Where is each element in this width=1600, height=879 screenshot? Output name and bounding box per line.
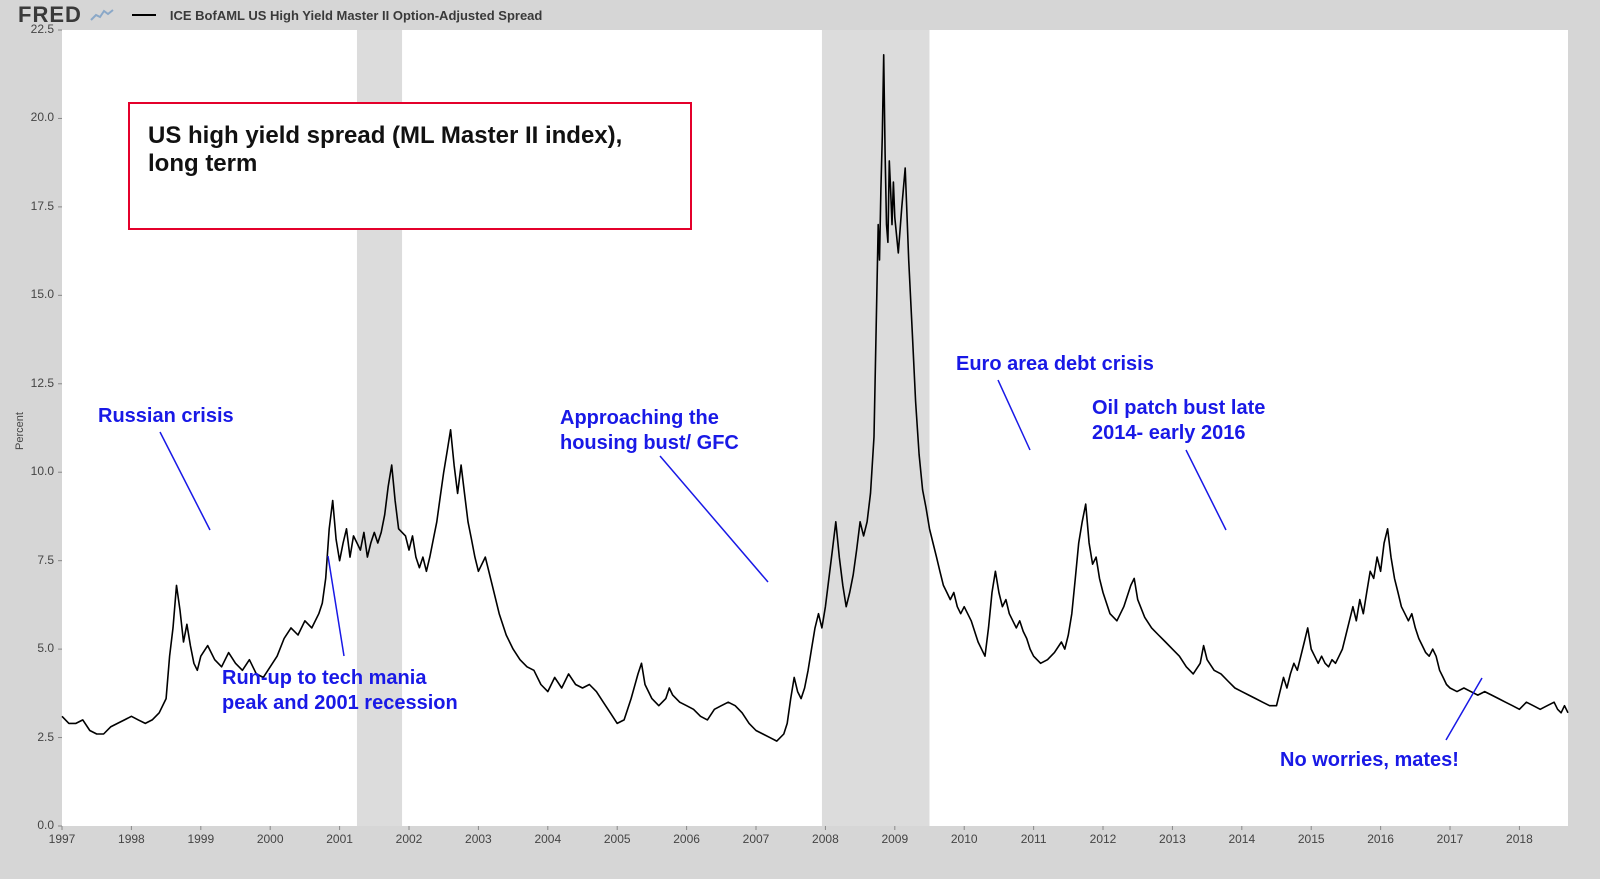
annotation-tech-mania: Run-up to tech maniapeak and 2001 recess… [222, 666, 458, 716]
y-tick-label: 5.0 [14, 641, 54, 655]
x-tick-label: 1998 [118, 832, 145, 846]
x-tick-label: 2006 [673, 832, 700, 846]
x-tick-label: 2003 [465, 832, 492, 846]
x-tick-label: 2012 [1090, 832, 1117, 846]
annotation-oil-bust: Oil patch bust late2014- early 2016 [1092, 396, 1265, 446]
x-tick-label: 1999 [187, 832, 214, 846]
y-axis-label: Percent [14, 412, 26, 450]
x-tick-label: 2004 [534, 832, 561, 846]
x-tick-label: 1997 [49, 832, 76, 846]
y-tick-label: 15.0 [14, 287, 54, 301]
x-tick-label: 2013 [1159, 832, 1186, 846]
title-callout-text: US high yield spread (ML Master II index… [148, 122, 622, 177]
x-tick-label: 2009 [881, 832, 908, 846]
y-tick-label: 10.0 [14, 464, 54, 478]
title-callout-box: US high yield spread (ML Master II index… [128, 102, 692, 230]
x-tick-label: 2005 [604, 832, 631, 846]
y-tick-label: 0.0 [14, 818, 54, 832]
annotation-housing-bust: Approaching thehousing bust/ GFC [560, 406, 739, 456]
y-tick-label: 2.5 [14, 730, 54, 744]
x-tick-label: 2008 [812, 832, 839, 846]
y-tick-label: 7.5 [14, 553, 54, 567]
x-tick-label: 2002 [396, 832, 423, 846]
x-tick-label: 2018 [1506, 832, 1533, 846]
x-tick-label: 2017 [1437, 832, 1464, 846]
x-tick-label: 2000 [257, 832, 284, 846]
x-tick-label: 2010 [951, 832, 978, 846]
x-tick-label: 2015 [1298, 832, 1325, 846]
y-tick-label: 20.0 [14, 110, 54, 124]
y-tick-label: 17.5 [14, 199, 54, 213]
chart-frame: FRED ICE BofAML US High Yield Master II … [0, 0, 1600, 879]
y-tick-label: 12.5 [14, 376, 54, 390]
x-tick-label: 2011 [1021, 832, 1047, 846]
x-tick-label: 2001 [326, 832, 353, 846]
annotation-russian-crisis: Russian crisis [98, 404, 234, 429]
annotation-no-worries: No worries, mates! [1280, 748, 1459, 773]
x-tick-label: 2014 [1228, 832, 1255, 846]
annotation-euro-crisis: Euro area debt crisis [956, 352, 1154, 377]
x-tick-label: 2007 [743, 832, 770, 846]
y-tick-label: 22.5 [14, 22, 54, 36]
x-tick-label: 2016 [1367, 832, 1394, 846]
